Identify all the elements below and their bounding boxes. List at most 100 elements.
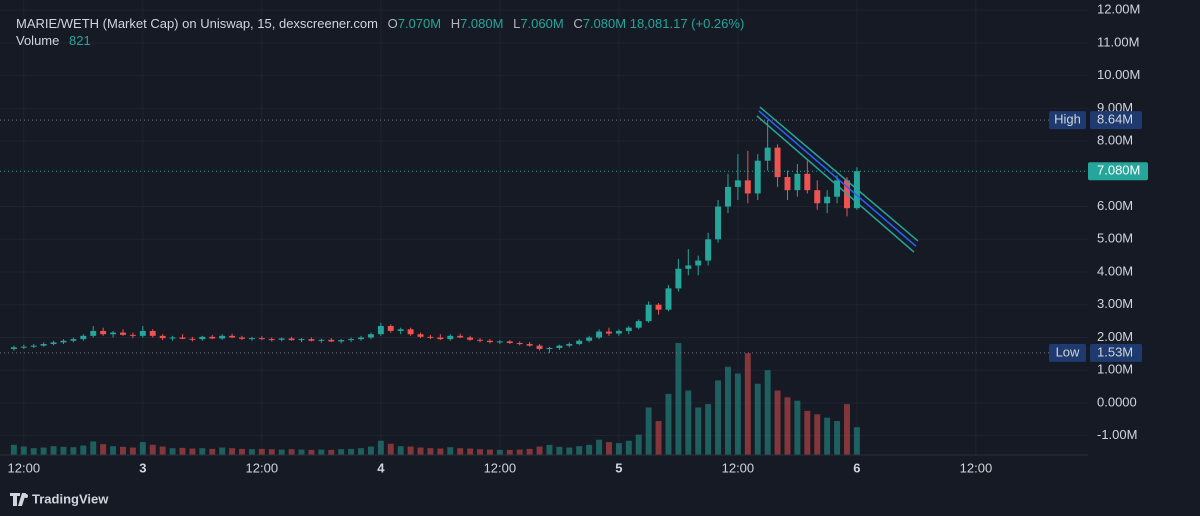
volume-bar [655,421,662,455]
volume-bar [625,440,632,455]
volume-bar [705,404,712,455]
candle-body [348,339,355,341]
candle-body [705,239,712,261]
trendline [758,110,917,247]
brand-name: TradingView [32,491,109,506]
brand-logo-dot [24,494,28,498]
volume-bar [110,446,117,455]
candle-body [149,330,156,336]
volume-bar [209,448,216,455]
x-tick-label: 12:00 [960,460,993,475]
volume-bar [159,446,166,455]
volume-bar [526,448,533,455]
candle-body [695,260,702,266]
candle-body [397,329,404,331]
candle-body [744,180,751,194]
candle-body [655,304,662,310]
x-tick-label: 12:00 [484,460,517,475]
volume-bar [407,446,414,455]
volume-bar [784,397,791,455]
candle-body [516,343,523,345]
volume-bar [437,448,444,455]
y-tick-label: 4.00M [1097,263,1133,278]
candle-body [367,334,374,338]
volume-bar [516,449,523,455]
volume-bar [814,414,821,455]
volume-bar [486,449,493,455]
x-tick-label: 3 [139,460,146,475]
volume-bar [853,427,860,455]
candle-body [90,330,97,336]
candle-body [794,173,801,191]
volume-bar [645,407,652,455]
volume-bars [10,343,860,455]
candle-body [834,180,841,197]
legend-line: MARIE/WETH (Market Cap) on Uniswap, 15, … [16,16,744,31]
candle-body [179,337,186,339]
y-tick-label: 6.00M [1097,198,1133,213]
volume-bar [338,449,345,455]
volume-bar [60,446,67,455]
volume-bar [715,380,722,455]
volume-bar [348,448,355,455]
volume-bar [100,444,107,455]
overlays [0,106,1088,354]
candle-body [427,336,434,338]
candle-body [774,147,781,178]
candle-body [615,330,622,334]
volume-bar [377,440,384,455]
candle-body [139,330,146,336]
y-tick-label: 9.00M [1097,100,1133,115]
volume-bar [536,446,543,455]
volume-bar [199,448,206,455]
volume-line: Volume 821 [16,33,91,48]
volume-bar [70,447,77,455]
volume-bar [40,447,47,455]
candle-body [725,186,731,207]
trendline [756,115,915,253]
candle-body [129,334,136,336]
candle-body [318,339,325,341]
volume-bar [685,390,692,455]
candle-body [338,340,345,342]
candle-body [328,339,335,342]
volume-bar [734,373,741,455]
candle-body [298,339,305,341]
volume-bar [129,447,136,455]
o-label: O [387,16,398,31]
candle-body [645,304,652,322]
candle-body [189,338,196,340]
y-tick-label: 2.00M [1097,329,1133,344]
candle-body [120,332,126,335]
volume-bar [576,446,583,455]
candle-body [546,347,553,349]
marker-label-box [1049,111,1086,130]
candle-body [586,337,593,341]
candle-body [278,338,285,340]
volume-bar [80,445,87,455]
volume-bar [367,446,374,455]
y-tick-label: 10.00M [1097,67,1140,82]
volume-bar [744,353,751,455]
x-tick-label: 6 [853,460,860,475]
volume-bar [179,447,186,455]
candle-body [486,340,493,343]
volume-bar [90,441,97,455]
candle-body [814,190,821,204]
l-value: 7.060M [520,16,564,31]
x-tick-label: 12:00 [246,460,279,475]
candle-body [229,335,236,338]
volume-label: Volume [16,33,60,48]
candle-body [169,337,176,339]
volume-bar [844,404,850,455]
volume-bar [794,400,801,455]
volume-bar [358,448,364,455]
candle-body [219,335,226,339]
volume-bar [834,421,841,455]
marker-label-box [1049,343,1086,362]
candle-body [477,339,484,341]
candle-body [20,346,27,348]
marker-value: 1.53M [1097,344,1133,359]
volume-bar [764,370,771,455]
